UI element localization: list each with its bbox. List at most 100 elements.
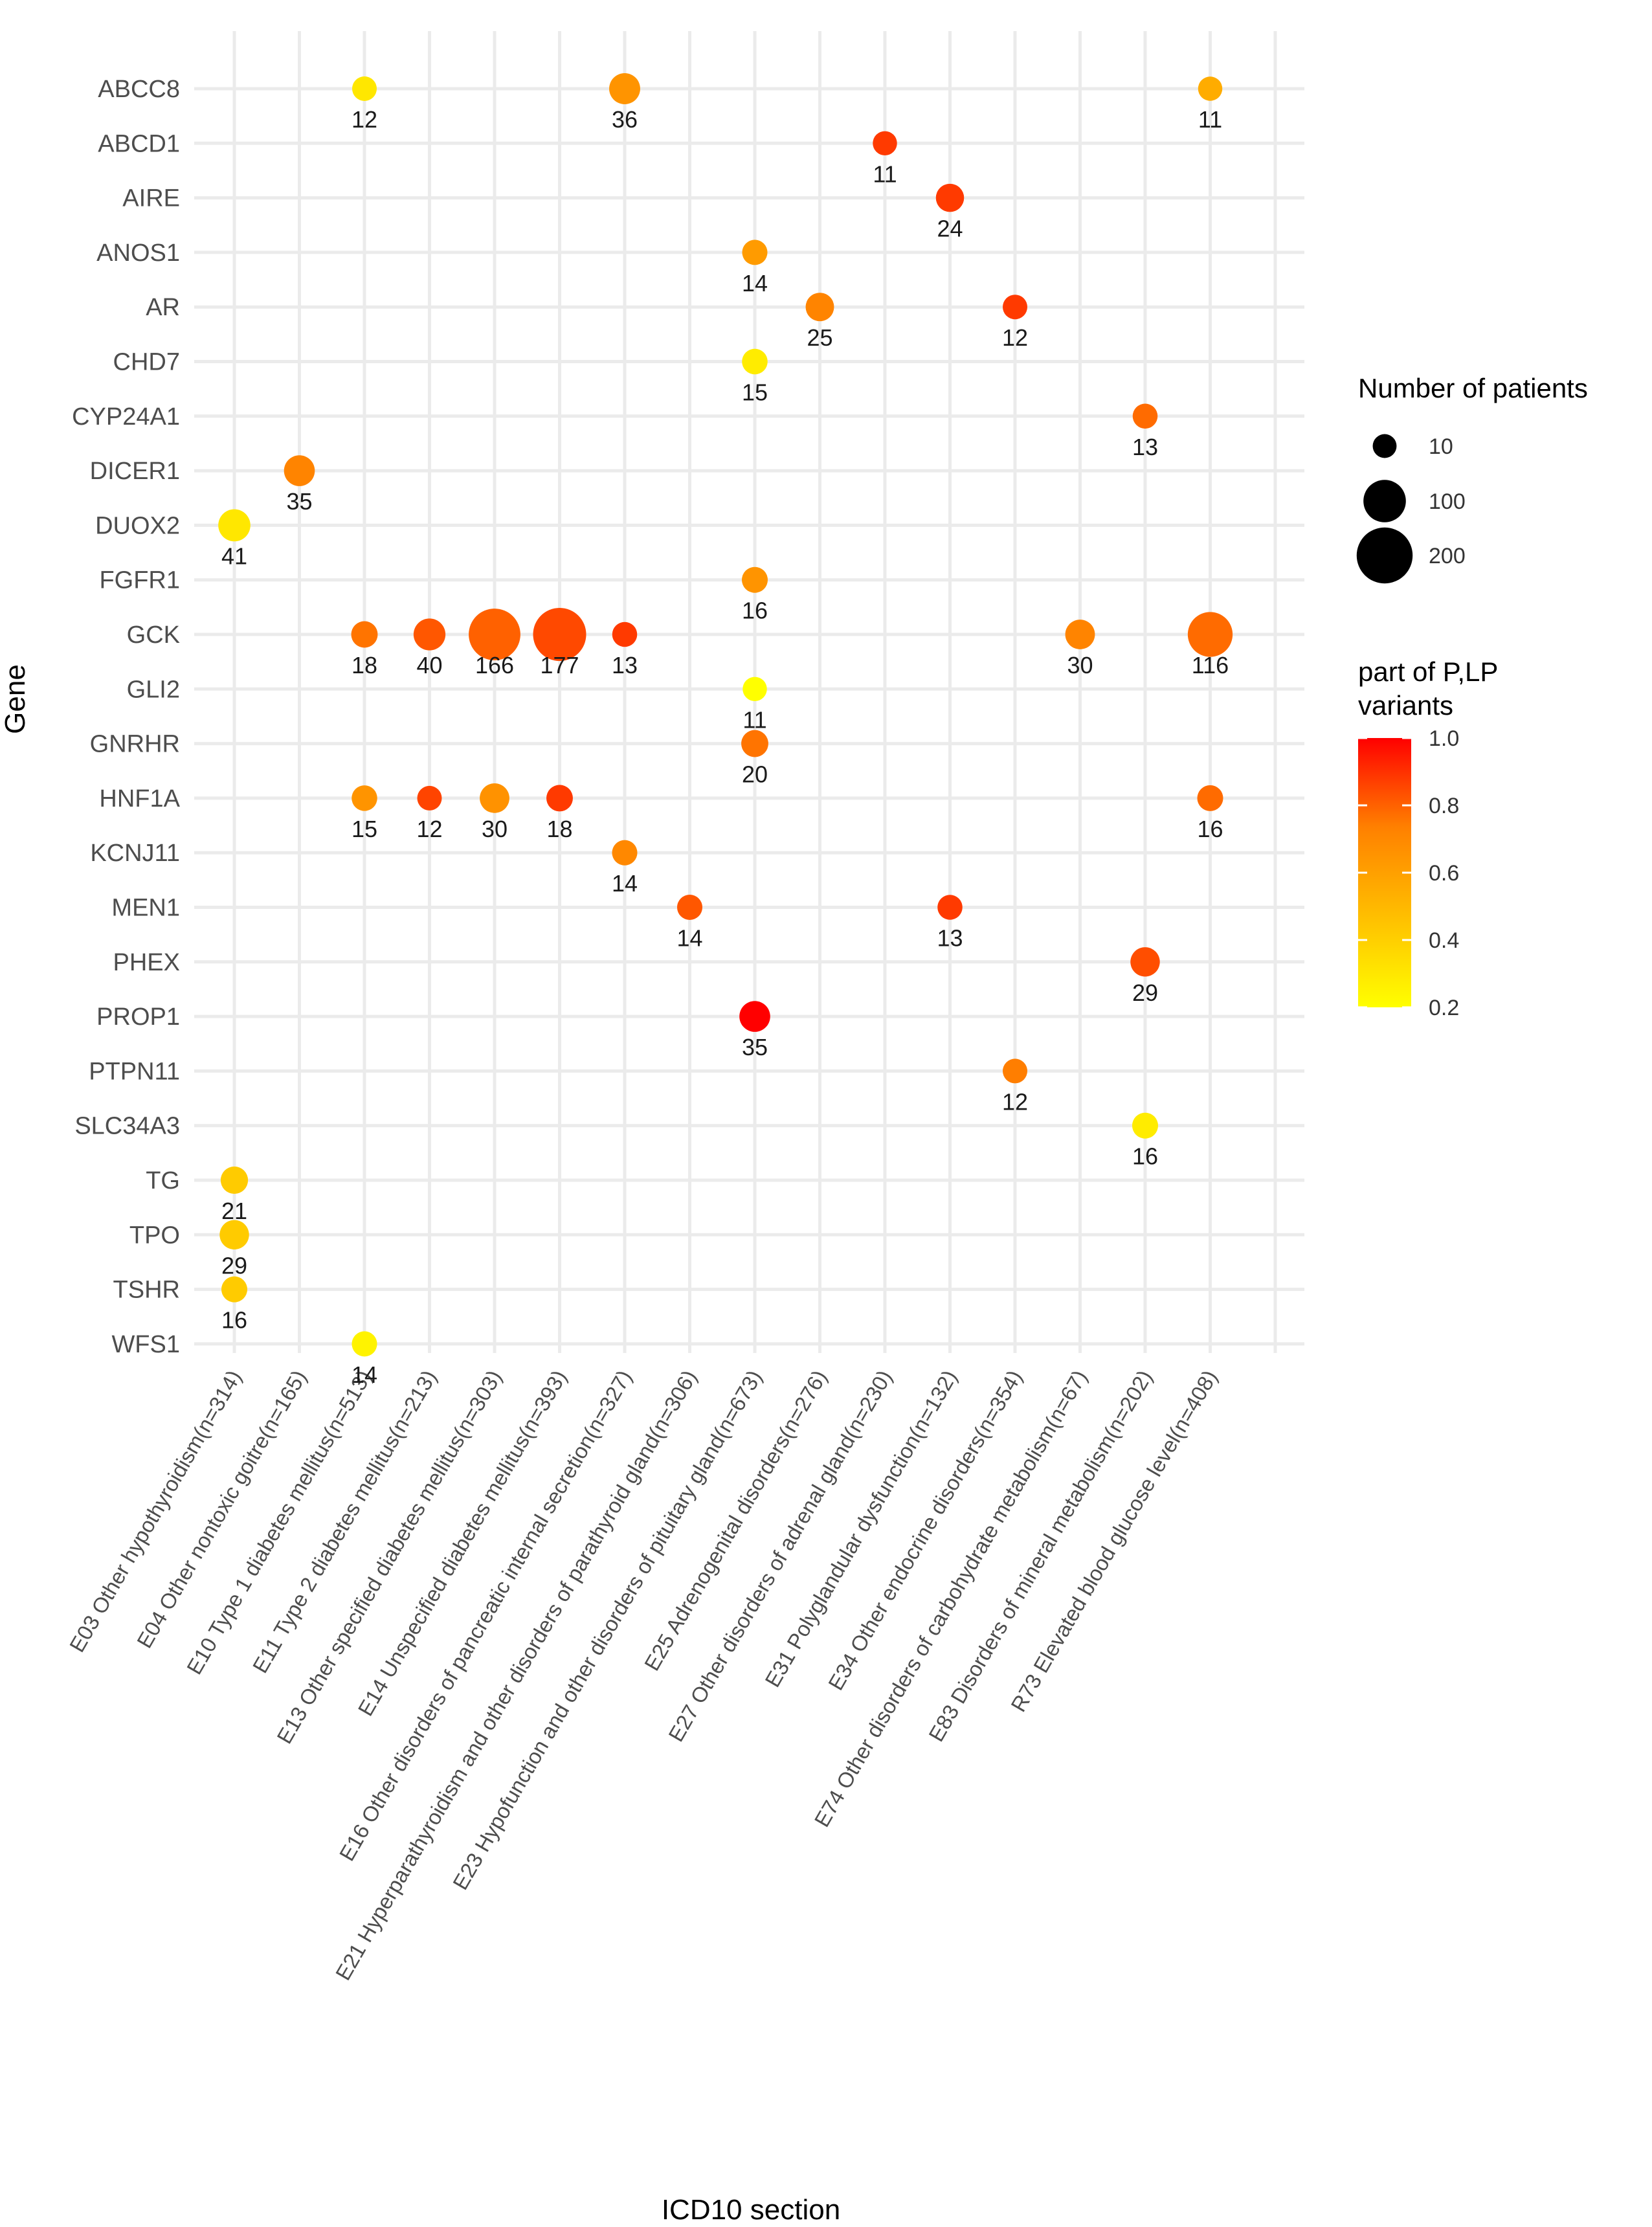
size-legend: Number of patients 10 100 200 — [1356, 373, 1588, 584]
data-point — [676, 894, 703, 921]
data-label: 14 — [612, 870, 638, 897]
data-label: 11 — [1198, 106, 1222, 133]
size-legend-circle — [1363, 480, 1406, 522]
gene-label: PHEX — [113, 949, 180, 976]
gene-label: MEN1 — [111, 895, 180, 922]
data-label: 16 — [1132, 1143, 1158, 1170]
data-label: 16 — [221, 1307, 247, 1334]
data-label: 12 — [416, 816, 442, 842]
gene-label: ABCD1 — [98, 130, 180, 157]
data-label: 13 — [937, 925, 963, 952]
data-point — [220, 1166, 249, 1194]
color-legend-tick-label: 0.2 — [1429, 996, 1459, 1020]
data-label: 35 — [286, 488, 312, 515]
data-point — [1003, 1058, 1027, 1084]
data-label: 18 — [352, 652, 377, 678]
data-point — [612, 840, 638, 866]
data-label: 41 — [221, 543, 247, 569]
data-point — [1187, 612, 1233, 657]
x-axis-tick-labels: E03 Other hypothyroidism(n=314)E04 Other… — [65, 1366, 1222, 1984]
color-legend: part of P,LP variants 1.0 0.8 0.6 0.4 0.2 — [1358, 656, 1498, 1020]
data-point — [1003, 295, 1027, 320]
data-label: 13 — [1132, 434, 1158, 460]
data-value-labels: 12 36 11 11 24 14 25 12 15 13 35 41 16 18 40 166 177 13 30… — [221, 106, 1229, 1388]
data-point — [1132, 1112, 1159, 1139]
data-label: 166 — [475, 652, 514, 678]
gene-label: GNRHR — [90, 731, 180, 758]
data-label: 116 — [1192, 652, 1229, 678]
color-legend-tick-label: 0.8 — [1429, 794, 1459, 818]
data-label: 21 — [221, 1198, 247, 1224]
gene-label: PTPN11 — [89, 1058, 180, 1085]
gene-label: AR — [146, 294, 180, 321]
data-label: 25 — [807, 324, 832, 351]
vertical-grid-lines — [232, 31, 1277, 1353]
gene-label: PROP1 — [96, 1003, 180, 1031]
data-label: 14 — [676, 925, 702, 952]
x-axis-title: ICD10 section — [662, 2194, 840, 2226]
gene-label: DUOX2 — [95, 512, 180, 539]
data-point — [533, 607, 586, 662]
data-point — [612, 621, 638, 647]
gene-label: WFS1 — [111, 1331, 180, 1358]
data-label: 13 — [612, 652, 638, 678]
size-legend-label: 100 — [1429, 489, 1466, 514]
data-point — [937, 895, 963, 920]
data-point — [546, 785, 573, 812]
data-point — [1130, 947, 1160, 977]
gene-label: CHD7 — [113, 349, 180, 376]
data-point — [221, 1276, 248, 1303]
data-point — [741, 730, 768, 757]
data-label: 16 — [742, 598, 768, 624]
data-label: 15 — [352, 816, 377, 842]
gene-label: GCK — [127, 621, 180, 649]
gene-label: AIRE — [122, 185, 180, 212]
gene-label: KCNJ11 — [90, 840, 180, 867]
data-point — [352, 1331, 377, 1357]
size-legend-label: 10 — [1429, 434, 1453, 459]
data-label: 20 — [742, 761, 768, 788]
data-point — [469, 609, 520, 660]
data-point — [417, 785, 442, 811]
data-point — [352, 76, 377, 101]
data-label: 16 — [1197, 816, 1223, 842]
data-point — [935, 183, 965, 212]
data-point — [218, 509, 251, 542]
color-legend-tick-label: 0.4 — [1429, 928, 1459, 953]
size-legend-circle — [1372, 434, 1397, 458]
gene-label: ANOS1 — [96, 240, 180, 267]
data-label: 14 — [742, 270, 768, 297]
gene-label: CYP24A1 — [72, 403, 180, 431]
gene-label: DICER1 — [90, 458, 180, 485]
size-legend-circle — [1356, 527, 1413, 584]
data-point — [351, 621, 378, 648]
data-label: 11 — [742, 706, 766, 733]
data-label: 177 — [540, 652, 579, 678]
data-point — [739, 1001, 770, 1032]
color-legend-tick-label: 0.6 — [1429, 861, 1459, 886]
gene-label: SLC34A3 — [74, 1113, 180, 1140]
data-point — [742, 240, 768, 265]
data-point — [742, 677, 767, 702]
data-label: 14 — [352, 1361, 377, 1388]
data-label: 35 — [742, 1034, 768, 1060]
color-legend-title-line2: variants — [1358, 690, 1453, 721]
y-axis-title: Gene — [0, 664, 31, 734]
data-label: 30 — [482, 816, 508, 842]
gene-label: HNF1A — [99, 785, 180, 812]
gene-label: TPO — [129, 1222, 180, 1249]
data-point — [480, 783, 509, 813]
icd-section-label: E23 Hypofunction and other disorders of … — [448, 1366, 766, 1894]
data-point — [805, 293, 834, 322]
data-label: 15 — [742, 379, 768, 406]
horizontal-grid-lines — [194, 87, 1304, 1346]
data-point — [284, 455, 315, 486]
data-point — [413, 618, 446, 651]
data-point — [609, 73, 640, 104]
gene-label: GLI2 — [127, 676, 180, 703]
data-point — [219, 1220, 249, 1250]
data-point — [1198, 76, 1223, 101]
data-label: 18 — [546, 816, 572, 842]
data-points — [218, 73, 1233, 1357]
